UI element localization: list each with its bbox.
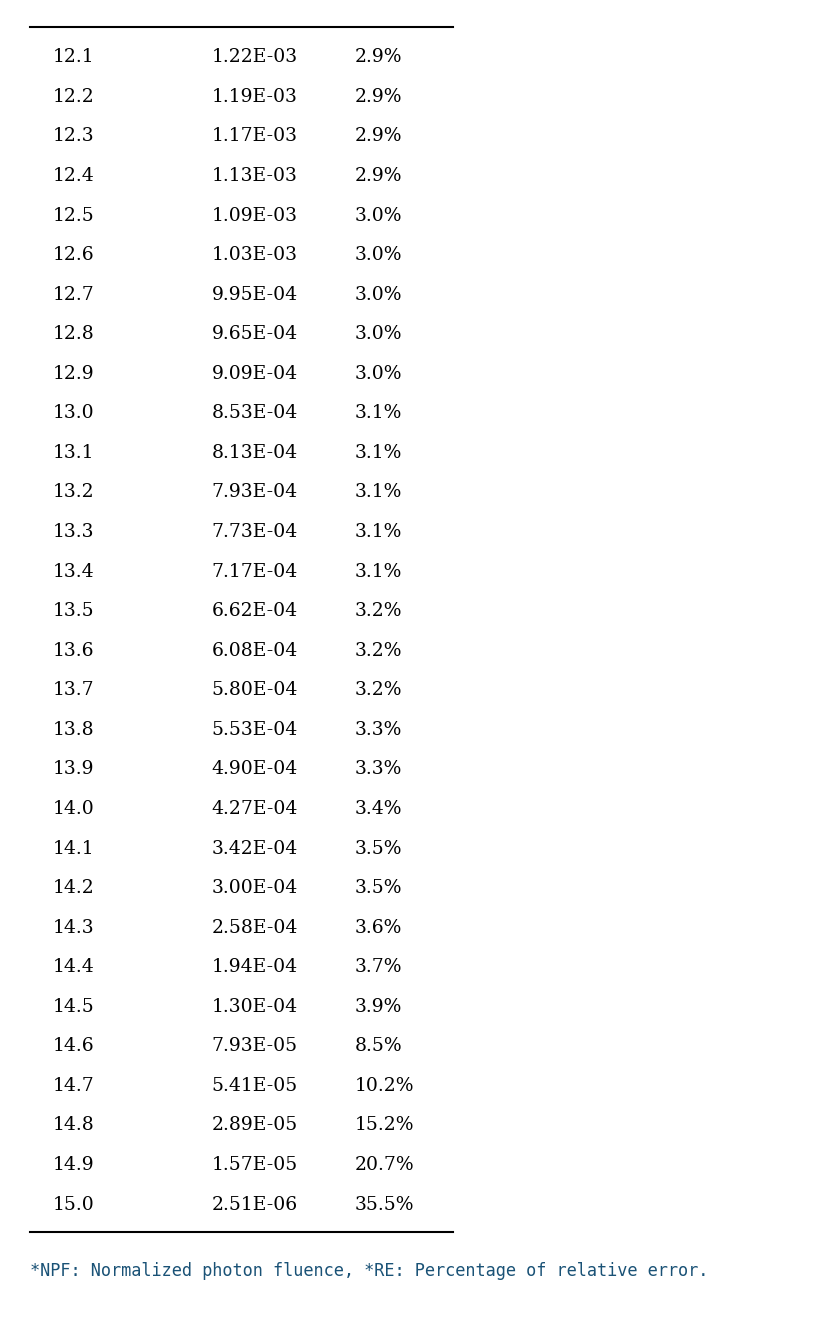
Text: 13.5: 13.5 bbox=[53, 602, 95, 620]
Text: 3.2%: 3.2% bbox=[355, 681, 403, 699]
Text: 15.2%: 15.2% bbox=[355, 1117, 414, 1134]
Text: 7.93E-04: 7.93E-04 bbox=[211, 484, 298, 502]
Text: 3.0%: 3.0% bbox=[355, 365, 403, 382]
Text: 3.1%: 3.1% bbox=[355, 444, 402, 461]
Text: 2.89E-05: 2.89E-05 bbox=[211, 1117, 298, 1134]
Text: 1.57E-05: 1.57E-05 bbox=[211, 1156, 298, 1173]
Text: 9.65E-04: 9.65E-04 bbox=[211, 326, 298, 343]
Text: 14.4: 14.4 bbox=[53, 959, 95, 976]
Text: 2.9%: 2.9% bbox=[355, 127, 403, 145]
Text: 15.0: 15.0 bbox=[53, 1196, 95, 1214]
Text: 3.0%: 3.0% bbox=[355, 286, 403, 303]
Text: 10.2%: 10.2% bbox=[355, 1077, 414, 1094]
Text: 13.8: 13.8 bbox=[53, 721, 95, 739]
Text: 1.19E-03: 1.19E-03 bbox=[211, 89, 298, 106]
Text: 3.42E-04: 3.42E-04 bbox=[211, 839, 298, 857]
Text: 6.08E-04: 6.08E-04 bbox=[211, 642, 298, 660]
Text: 3.3%: 3.3% bbox=[355, 721, 402, 739]
Text: 14.2: 14.2 bbox=[53, 880, 95, 897]
Text: 12.7: 12.7 bbox=[53, 286, 95, 303]
Text: 3.1%: 3.1% bbox=[355, 484, 402, 502]
Text: 9.09E-04: 9.09E-04 bbox=[211, 365, 298, 382]
Text: 13.9: 13.9 bbox=[53, 760, 95, 778]
Text: 13.1: 13.1 bbox=[53, 444, 95, 461]
Text: 14.9: 14.9 bbox=[53, 1156, 95, 1173]
Text: 3.1%: 3.1% bbox=[355, 563, 402, 581]
Text: 4.90E-04: 4.90E-04 bbox=[211, 760, 298, 778]
Text: 3.00E-04: 3.00E-04 bbox=[211, 880, 298, 897]
Text: 13.0: 13.0 bbox=[53, 405, 95, 422]
Text: 14.1: 14.1 bbox=[53, 839, 95, 857]
Text: 3.5%: 3.5% bbox=[355, 839, 403, 857]
Text: 35.5%: 35.5% bbox=[355, 1196, 414, 1214]
Text: 1.03E-03: 1.03E-03 bbox=[211, 247, 298, 264]
Text: 2.51E-06: 2.51E-06 bbox=[211, 1196, 298, 1214]
Text: 3.4%: 3.4% bbox=[355, 801, 403, 818]
Text: 13.2: 13.2 bbox=[53, 484, 95, 502]
Text: 3.1%: 3.1% bbox=[355, 523, 402, 540]
Text: 13.4: 13.4 bbox=[53, 563, 95, 581]
Text: 14.6: 14.6 bbox=[53, 1038, 95, 1055]
Text: 1.30E-04: 1.30E-04 bbox=[211, 998, 298, 1015]
Text: 13.3: 13.3 bbox=[53, 523, 95, 540]
Text: 7.93E-05: 7.93E-05 bbox=[211, 1038, 298, 1055]
Text: 2.9%: 2.9% bbox=[355, 168, 403, 185]
Text: 12.8: 12.8 bbox=[53, 326, 95, 343]
Text: 3.0%: 3.0% bbox=[355, 207, 403, 224]
Text: 5.53E-04: 5.53E-04 bbox=[211, 721, 298, 739]
Text: 14.8: 14.8 bbox=[53, 1117, 95, 1134]
Text: 3.1%: 3.1% bbox=[355, 405, 402, 422]
Text: 3.7%: 3.7% bbox=[355, 959, 403, 976]
Text: 1.94E-04: 1.94E-04 bbox=[211, 959, 298, 976]
Text: 12.5: 12.5 bbox=[53, 207, 95, 224]
Text: 8.13E-04: 8.13E-04 bbox=[211, 444, 298, 461]
Text: 20.7%: 20.7% bbox=[355, 1156, 414, 1173]
Text: 7.73E-04: 7.73E-04 bbox=[211, 523, 298, 540]
Text: 12.6: 12.6 bbox=[53, 247, 95, 264]
Text: 12.3: 12.3 bbox=[53, 127, 95, 145]
Text: 12.9: 12.9 bbox=[53, 365, 95, 382]
Text: 3.0%: 3.0% bbox=[355, 326, 403, 343]
Text: 14.5: 14.5 bbox=[53, 998, 95, 1015]
Text: *NPF: Normalized photon fluence, *RE: Percentage of relative error.: *NPF: Normalized photon fluence, *RE: Pe… bbox=[30, 1262, 709, 1279]
Text: 3.3%: 3.3% bbox=[355, 760, 402, 778]
Text: 2.9%: 2.9% bbox=[355, 89, 403, 106]
Text: 2.9%: 2.9% bbox=[355, 48, 403, 66]
Text: 12.4: 12.4 bbox=[53, 168, 95, 185]
Text: 14.3: 14.3 bbox=[53, 919, 95, 936]
Text: 12.1: 12.1 bbox=[53, 48, 95, 66]
Text: 1.13E-03: 1.13E-03 bbox=[211, 168, 298, 185]
Text: 6.62E-04: 6.62E-04 bbox=[211, 602, 298, 620]
Text: 1.09E-03: 1.09E-03 bbox=[211, 207, 298, 224]
Text: 8.5%: 8.5% bbox=[355, 1038, 403, 1055]
Text: 14.0: 14.0 bbox=[53, 801, 95, 818]
Text: 3.2%: 3.2% bbox=[355, 642, 403, 660]
Text: 3.2%: 3.2% bbox=[355, 602, 403, 620]
Text: 9.95E-04: 9.95E-04 bbox=[211, 286, 298, 303]
Text: 13.6: 13.6 bbox=[53, 642, 95, 660]
Text: 14.7: 14.7 bbox=[53, 1077, 95, 1094]
Text: 4.27E-04: 4.27E-04 bbox=[211, 801, 298, 818]
Text: 3.0%: 3.0% bbox=[355, 247, 403, 264]
Text: 7.17E-04: 7.17E-04 bbox=[211, 563, 298, 581]
Text: 13.7: 13.7 bbox=[53, 681, 95, 699]
Text: 2.58E-04: 2.58E-04 bbox=[211, 919, 298, 936]
Text: 8.53E-04: 8.53E-04 bbox=[211, 405, 298, 422]
Text: 5.80E-04: 5.80E-04 bbox=[211, 681, 298, 699]
Text: 3.5%: 3.5% bbox=[355, 880, 403, 897]
Text: 1.22E-03: 1.22E-03 bbox=[211, 48, 298, 66]
Text: 3.9%: 3.9% bbox=[355, 998, 402, 1015]
Text: 1.17E-03: 1.17E-03 bbox=[211, 127, 298, 145]
Text: 5.41E-05: 5.41E-05 bbox=[211, 1077, 298, 1094]
Text: 12.2: 12.2 bbox=[53, 89, 95, 106]
Text: 3.6%: 3.6% bbox=[355, 919, 402, 936]
